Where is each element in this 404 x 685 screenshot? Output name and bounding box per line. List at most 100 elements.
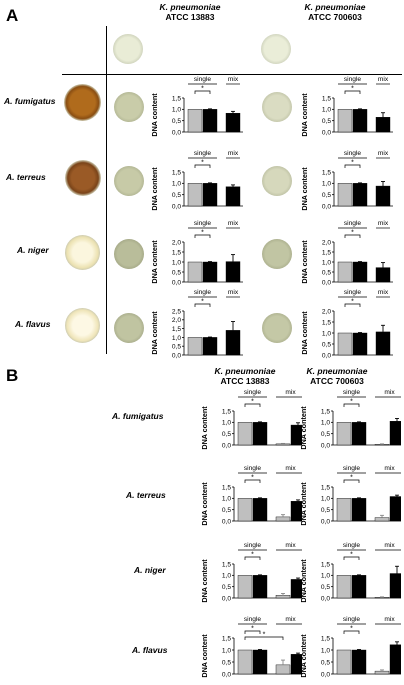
panel-a-label: A [6,6,19,25]
bar-single-gray [336,498,352,522]
y-tick-label: 0,0 [172,279,181,286]
bar-single-black [202,109,218,133]
y-tick-label: 0,5 [172,192,181,199]
chart-b-niger-kp700603: DNA content 0,0 0,5 1,0 1,5 single mix * [299,542,401,603]
bar-mix-black [389,573,401,599]
bar-single-black [352,332,368,356]
petri-dish-mix-niger-kp13883 [114,239,144,269]
y-tick-label: 1,0 [322,330,331,337]
bar-mix-black [225,186,241,207]
bar-single-gray [187,261,203,283]
significance-bracket [244,403,261,407]
petri-dish-mix-terreus-kp700603 [262,166,292,196]
significance-bracket [344,164,361,168]
panel-a-row-label-niger: A. niger [17,245,49,255]
group-single-label: single [244,542,262,549]
panel-b-column-header-1: K. pneumoniae ATCC 13883 [195,366,295,386]
group-single-label: single [343,616,361,623]
y-tick-label: 0,0 [321,518,330,525]
petri-dish-mix-flavus-kp13883 [114,313,144,343]
significance-bracket [343,479,360,483]
significance-star: * [201,160,204,167]
petri-dish-mix-terreus-kp13883 [114,166,144,196]
chart-b-fumigatus-kp700603: DNA content 0,0 0,5 1,0 1,5 single mix * [299,389,401,450]
y-tick-label: 1,0 [222,420,231,427]
y-tick-label: 1,5 [322,249,331,256]
bar-mix-black [375,331,391,356]
bar-single-black [202,183,218,207]
y-tick-label: 1,0 [322,181,331,188]
bar-single-black [351,649,367,675]
petri-dish-mix-niger-kp700603 [262,239,292,269]
y-tick-label: 0,5 [222,431,231,438]
y-axis-label: DNA content [150,311,159,355]
y-tick-label: 1,5 [172,326,181,333]
group-single-label: single [343,542,361,549]
y-tick-label: 2,0 [322,308,331,315]
panel-b-column-header-2: K. pneumoniae ATCC 700603 [287,366,387,386]
column-species: K. pneumoniae [214,366,276,376]
y-tick-label: 1,5 [172,169,181,176]
bar-mix-black [375,185,391,207]
y-tick-label: 1,0 [321,647,330,654]
group-mix-label: mix [384,465,395,472]
y-tick-label: 1,5 [322,319,331,326]
column-strain: ATCC 13883 [165,12,215,22]
group-mix-label: mix [384,389,395,396]
column-species: K. pneumoniae [306,366,368,376]
y-tick-label: 0,5 [172,118,181,125]
bar-mix-black [290,654,302,675]
group-single-label: single [344,150,362,157]
group-single-label: single [194,150,212,157]
bar-single-gray [237,575,253,599]
bar-mix-black [389,644,401,675]
y-tick-label: 1,0 [222,573,231,580]
y-tick-label: 0,5 [321,431,330,438]
significance-star: * [350,475,353,482]
y-tick-label: 0,0 [222,671,231,678]
petri-dish-flavus [65,308,100,343]
group-single-label: single [343,389,361,396]
significance-bracket [244,556,261,560]
group-mix-label: mix [285,465,296,472]
group-single-label: single [194,289,212,296]
panel-a-column-header-2: K. pneumoniae ATCC 700603 [285,2,385,22]
y-axis-label: DNA content [200,634,209,678]
bar-single-gray [336,422,352,446]
column-strain: ATCC 700603 [308,12,362,22]
y-tick-label: 1,5 [321,635,330,642]
y-tick-label: 1,0 [321,496,330,503]
bar-mix-gray [275,595,291,599]
y-tick-label: 0,5 [321,659,330,666]
significance-bracket [244,630,261,634]
bar-single-gray [336,649,352,675]
y-tick-label: 0,5 [222,659,231,666]
y-tick-label: 1,0 [172,259,181,266]
y-tick-label: 0,0 [222,595,231,602]
y-tick-label: 1,0 [172,335,181,342]
significance-bracket [344,234,361,238]
panel-b-row-label-niger: A. niger [134,565,166,575]
chart-b-terreus-kp700603: DNA content 0,0 0,5 1,0 1,5 single mix * [299,465,401,526]
panel-a-column-header-1: K. pneumoniae ATCC 13883 [140,2,240,22]
bar-single-gray [187,183,203,207]
y-tick-label: 0,0 [222,442,231,449]
bar-mix-black [225,330,241,356]
chart-a-flavus-kp700603: DNA content 0,0 0,5 1,0 1,5 2,0 single mix * [300,289,393,359]
panel-a-row-label-terreus: A. terreus [6,172,46,182]
group-mix-label: mix [384,542,395,549]
significance-star: * [351,299,354,306]
group-single-label: single [194,220,212,227]
bar-single-gray [337,109,353,133]
y-axis-label: DNA content [150,240,159,284]
y-tick-label: 2,0 [172,239,181,246]
bar-single-gray [337,261,353,283]
significance-bracket [194,164,211,168]
bar-mix-black [290,424,302,446]
bar-mix-gray [374,444,390,446]
bar-single-black [351,575,367,599]
panel-a-row-label-fumigatus: A. fumigatus [4,96,56,106]
bar-single-black [352,183,368,207]
group-single-label: single [244,389,262,396]
significance-bracket [343,556,360,560]
